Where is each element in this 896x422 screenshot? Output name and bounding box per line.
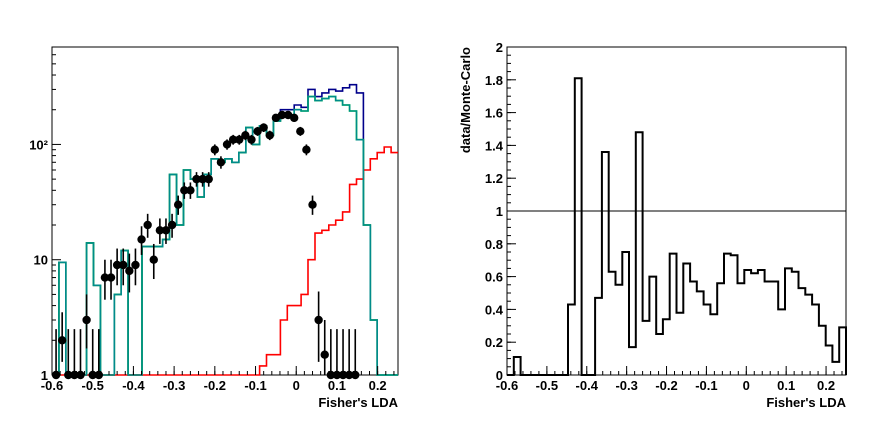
y-tick-label-2: 0.4 — [485, 302, 504, 317]
data-point-33 — [253, 127, 262, 136]
y-tick-label-4: 0.8 — [485, 237, 503, 252]
data-point-41 — [302, 145, 311, 154]
data-point-25 — [204, 174, 213, 184]
x-tick-label-3: -0.3 — [163, 378, 185, 393]
data-point-49 — [351, 370, 360, 380]
x-tick-label-6: 0 — [743, 378, 750, 393]
y-tick-label-7: 1.4 — [485, 138, 504, 153]
data-point-9 — [106, 273, 116, 282]
x-tick-label-2: -0.4 — [122, 378, 145, 393]
y-tick-label-5: 1 — [496, 204, 503, 219]
left-axes-group: -0.6 -0.5 -0.4 -0.3 -0.2 -0.1 0 0.1 0.2 1 10 10² — [29, 46, 395, 393]
x-tick-label-7: 0.1 — [777, 378, 795, 393]
data-point-21 — [180, 186, 189, 195]
x-tick-label-8: 0.2 — [369, 378, 387, 393]
data-point-34 — [259, 123, 268, 132]
data-point-13 — [131, 260, 140, 270]
data-point-18 — [161, 226, 171, 235]
data-point-37 — [277, 110, 287, 120]
x-tick-label-3: -0.3 — [615, 378, 637, 393]
data-point-1 — [57, 336, 67, 345]
x-tick-label-2: -0.4 — [576, 378, 599, 393]
y-tick-label-2: 10² — [29, 137, 48, 152]
y-tick-label-3: 0.6 — [485, 270, 503, 285]
data-point-24 — [198, 174, 207, 184]
right-panel: -0.6 -0.5 -0.4 -0.3 -0.2 -0.1 0 0.1 0.2 0 0.2 0.4 0.… — [458, 40, 847, 410]
y-tick-label-1: 0.2 — [485, 335, 503, 350]
data-point-12 — [125, 266, 134, 276]
x-tick-label-6: 0 — [293, 378, 300, 393]
x-tick-label-1: -0.5 — [82, 378, 104, 393]
data-point-5 — [82, 315, 91, 325]
right-axes-group: -0.6 -0.5 -0.4 -0.3 -0.2 -0.1 0 0.1 0.2 0 0.2 0.4 0.… — [485, 40, 843, 393]
left-series-group — [51, 83, 398, 380]
data-point-22 — [186, 186, 195, 195]
series-3-line — [52, 95, 398, 376]
data-point-35 — [265, 131, 274, 140]
y-tick-label-10: 2 — [496, 40, 503, 55]
data-point-4 — [76, 370, 85, 380]
right-x-axis-label: Fisher's LDA — [766, 395, 846, 410]
x-tick-label-5: -0.1 — [695, 378, 717, 393]
x-tick-label-4: -0.2 — [655, 378, 677, 393]
data-point-27 — [216, 158, 226, 167]
data-point-48 — [344, 370, 354, 380]
data-point-23 — [192, 174, 201, 184]
data-point-42 — [308, 200, 317, 209]
y-tick-label-8: 1.6 — [485, 106, 503, 121]
data-point-29 — [228, 135, 238, 144]
data-point-16 — [149, 255, 158, 264]
data-point-20 — [173, 200, 183, 209]
data-point-43 — [314, 315, 323, 325]
y-tick-label-0: 0 — [496, 368, 503, 383]
left-x-axis-label: Fisher's LDA — [318, 395, 398, 410]
series-0-line — [507, 77, 847, 376]
y-tick-label-0: 1 — [41, 368, 48, 383]
data-point-40 — [296, 127, 305, 136]
y-tick-label-1: 10 — [34, 253, 48, 268]
x-tick-label-7: 0.1 — [328, 378, 346, 393]
data-point-17 — [155, 226, 165, 235]
data-point-32 — [247, 135, 256, 144]
data-point-11 — [119, 260, 128, 270]
y-tick-label-6: 1.2 — [485, 171, 503, 186]
data-point-14 — [137, 235, 146, 244]
x-tick-label-8: 0.2 — [817, 378, 835, 393]
data-point-44 — [320, 350, 329, 359]
data-point-30 — [235, 135, 244, 144]
x-tick-label-0: -0.6 — [41, 378, 63, 393]
data-point-26 — [210, 145, 220, 154]
x-tick-label-0: -0.6 — [496, 378, 518, 393]
data-point-31 — [241, 131, 250, 140]
data-point-19 — [167, 220, 177, 230]
x-tick-label-4: -0.2 — [204, 378, 226, 393]
x-tick-label-1: -0.5 — [536, 378, 558, 393]
data-point-8 — [100, 273, 110, 282]
right-y-axis-label: data/Monte-Carlo — [458, 47, 473, 153]
data-point-39 — [290, 113, 299, 123]
data-point-15 — [143, 220, 152, 230]
right-series-group — [507, 77, 847, 376]
y-tick-label-9: 1.8 — [485, 73, 503, 88]
data-point-10 — [112, 260, 122, 270]
x-tick-label-5: -0.1 — [244, 378, 266, 393]
data-point-28 — [222, 140, 232, 149]
left-panel: -0.6 -0.5 -0.4 -0.3 -0.2 -0.1 0 0.1 0.2 1 10 10² Fi… — [29, 46, 399, 410]
